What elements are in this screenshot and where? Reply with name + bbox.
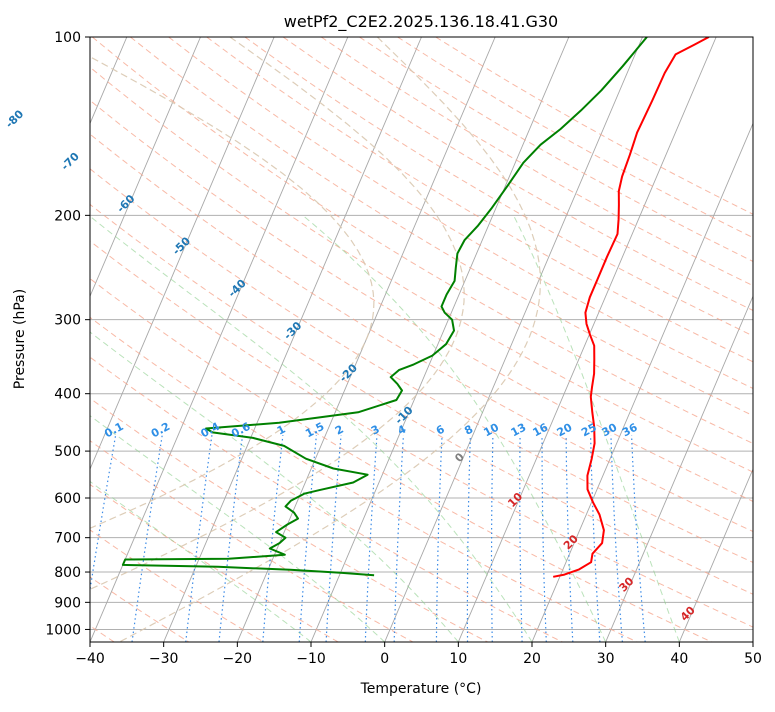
y-axis-label: Pressure (hPa)	[12, 289, 28, 389]
y-tick-label: 800	[54, 565, 81, 581]
x-tick-label: 10	[449, 651, 467, 667]
y-tick-label: 500	[54, 444, 81, 460]
x-tick-label: −40	[75, 651, 105, 667]
y-tick-label: 1000	[45, 622, 81, 638]
x-tick-label: −20	[223, 651, 253, 667]
y-tick-label: 100	[54, 30, 81, 46]
x-tick-label: 30	[597, 651, 615, 667]
x-tick-label: 20	[523, 651, 541, 667]
y-tick-label: 400	[54, 387, 81, 403]
x-tick-label: 0	[380, 651, 389, 667]
x-tick-label: −10	[296, 651, 326, 667]
x-axis-label: Temperature (°C)	[360, 681, 482, 697]
x-tick-label: 40	[670, 651, 688, 667]
y-tick-label: 200	[54, 208, 81, 224]
y-tick-label: 900	[54, 595, 81, 611]
x-tick-label: 50	[744, 651, 762, 667]
chart-title: wetPf2_C2E2.2025.136.18.41.G30	[284, 12, 558, 32]
x-tick-label: −30	[149, 651, 179, 667]
y-tick-label: 300	[54, 313, 81, 329]
y-tick-label: 700	[54, 531, 81, 547]
y-tick-label: 600	[54, 491, 81, 507]
